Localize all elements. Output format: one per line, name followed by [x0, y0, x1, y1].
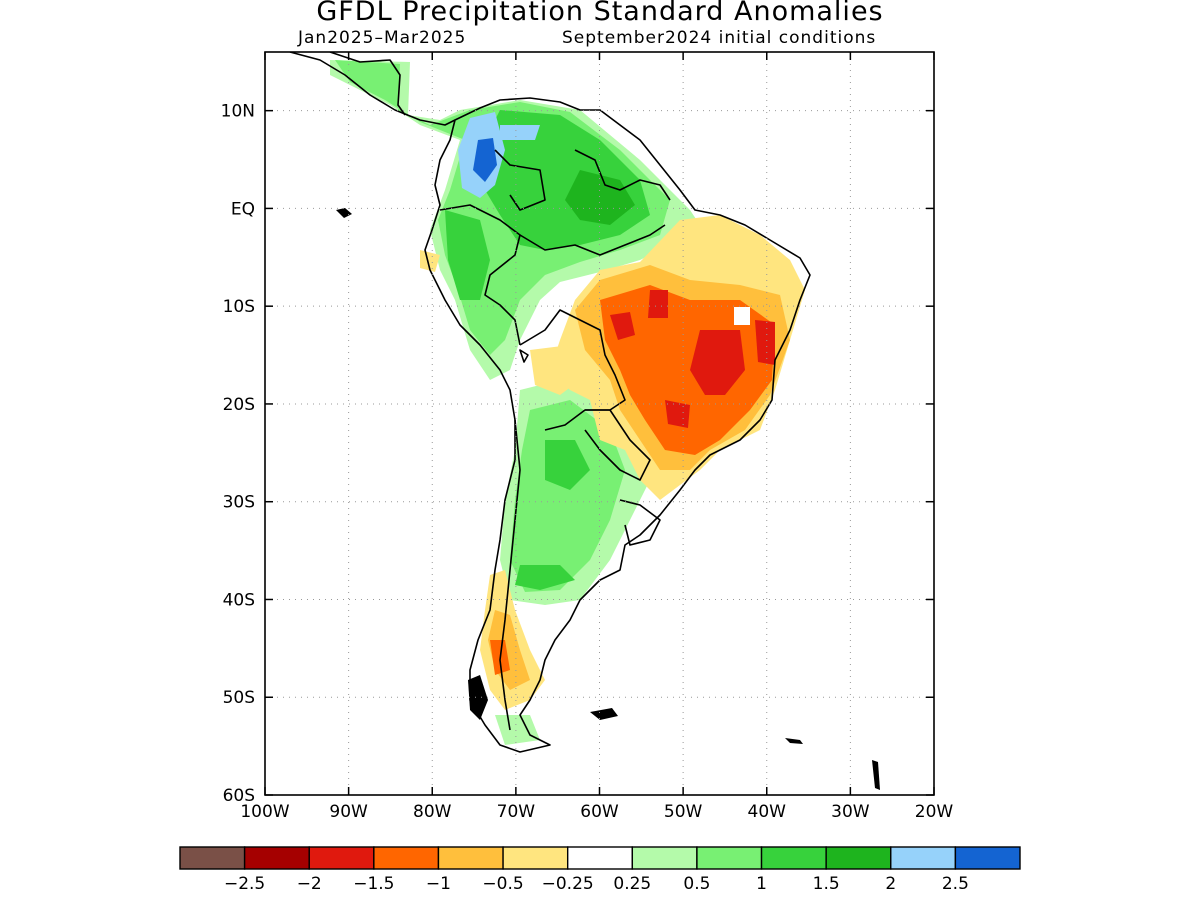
colorbar-label: 1	[756, 874, 767, 894]
lake-titicaca	[519, 349, 529, 363]
south-sandwich-islands	[872, 760, 880, 790]
border-argentina-chile	[499, 419, 521, 731]
colorbar-swatch	[373, 846, 440, 870]
wet-anomaly-south-1.5	[545, 440, 590, 490]
dry-anomaly-bolivia	[530, 345, 580, 395]
border-brazil-west	[519, 224, 666, 256]
lon-tick-label: 80W	[413, 802, 452, 822]
lon-tick-label: 30W	[831, 802, 870, 822]
lat-tick-label: 50S	[223, 688, 255, 708]
lon-tick-label: 60W	[580, 802, 619, 822]
wet-anomaly-tierra-del-fuego	[495, 715, 540, 745]
border-bolivia	[519, 309, 626, 431]
colorbar-swatch	[502, 846, 569, 870]
lon-tick-label: 20W	[915, 802, 954, 822]
colorbar-label: 2	[885, 874, 896, 894]
falkland-islands	[590, 708, 618, 720]
colorbar-swatch	[243, 846, 310, 870]
y-axis: 10N EQ 10S 20S 30S 40S 50S 60S	[221, 102, 934, 806]
galapagos-islands	[336, 208, 352, 218]
colorbar-label: 0.25	[613, 874, 651, 894]
border-colombia-venezuela	[494, 149, 546, 211]
colorbar-label: 1.5	[813, 874, 840, 894]
subtitle-season: Jan2025–Mar2025	[298, 28, 467, 48]
lat-tick-label: 10S	[223, 297, 255, 317]
border-guianas	[574, 149, 671, 201]
lat-tick-label: 40S	[223, 590, 255, 610]
chiloe-archipelago	[468, 675, 488, 720]
dry-anomaly-1.5-e	[665, 400, 690, 428]
lat-tick-label: 30S	[223, 493, 255, 513]
wet-anomaly-2	[565, 170, 635, 225]
colorbar-swatch	[954, 846, 1021, 870]
wet-anomaly-south-1.5b	[515, 565, 575, 590]
islands	[336, 208, 880, 790]
lon-tick-label: 50W	[664, 802, 703, 822]
dry-anomaly-1.5-c	[690, 330, 745, 395]
border-paraguay	[584, 409, 651, 481]
colorbar-swatch	[437, 846, 504, 870]
colorbar-swatch	[179, 846, 246, 870]
colorbar-swatch	[566, 846, 634, 870]
lon-tick-label: 70W	[497, 802, 536, 822]
colorbar-label: 0.5	[683, 874, 710, 894]
border-uruguay	[619, 499, 661, 546]
lat-tick-label: EQ	[231, 199, 255, 219]
subtitle-initial-conditions: September2024 initial conditions	[562, 28, 877, 48]
lat-tick-label: 10N	[221, 102, 255, 122]
missing-data-patch	[734, 307, 750, 325]
colorbar-label: −0.5	[482, 874, 523, 894]
dry-anomaly-1.5-a	[610, 312, 635, 340]
dry-anomaly-peru	[420, 250, 440, 272]
colorbar: −2.5 −2 −1.5 −1 −0.5 −0.25 0.25 0.5 1 1.5 2 2.5	[179, 846, 1021, 894]
lon-tick-label: 90W	[329, 802, 368, 822]
colorbar-swatch	[890, 846, 957, 870]
lat-tick-label: 60S	[223, 786, 255, 806]
lon-tick-label: 40W	[748, 802, 787, 822]
colorbar-swatch	[825, 846, 892, 870]
anomaly-fields	[330, 60, 805, 745]
wet-anomaly-south-1	[510, 400, 625, 592]
lon-tick-label: 100W	[240, 802, 289, 822]
colorbar-label: −1.5	[353, 874, 394, 894]
coastlines	[289, 52, 811, 753]
dry-anomaly-1.5-d	[755, 320, 775, 365]
wet-anomaly-2.5-core	[473, 138, 497, 182]
colorbar-label: −2	[297, 874, 322, 894]
wet-anomaly-1.5b	[445, 210, 490, 300]
south-georgia-island	[785, 738, 803, 744]
central-america-coast	[289, 52, 456, 126]
dry-anomaly-1	[600, 285, 775, 455]
colorbar-swatch	[760, 846, 827, 870]
colorbar-label: 2.5	[942, 874, 969, 894]
south-america-coastline	[424, 97, 811, 753]
x-axis: 100W 90W 80W 70W 60W 50W 40W 30W 20W	[240, 52, 953, 822]
central-america-coast-north	[329, 52, 406, 116]
colorbar-label: −0.25	[542, 874, 594, 894]
colorbar-swatch	[631, 846, 698, 870]
lat-tick-label: 20S	[223, 395, 255, 415]
colorbar-swatch	[308, 846, 375, 870]
wet-anomaly-2.5-east	[500, 125, 540, 140]
border-colombia-ecuador-peru	[439, 204, 521, 346]
colorbar-label: −2.5	[224, 874, 265, 894]
dry-anomaly-1.5-b	[648, 290, 668, 318]
colorbar-swatch	[696, 846, 763, 870]
map-title: GFDL Precipitation Standard Anomalies	[316, 0, 884, 27]
colorbar-label: −1	[426, 874, 451, 894]
